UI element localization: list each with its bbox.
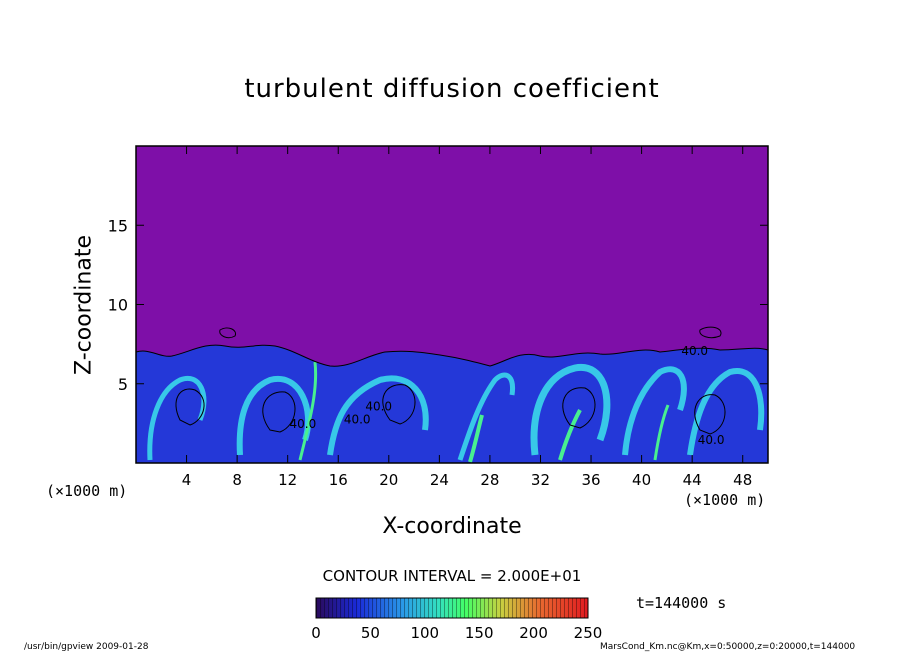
turbulent-eddies: [147, 361, 765, 463]
x-tick-label: 32: [531, 471, 550, 489]
y-tick-label: 10: [108, 296, 128, 315]
turbulent-layer: [136, 345, 768, 463]
x-tick-label: 48: [733, 471, 752, 489]
x-tick-label: 16: [329, 471, 348, 489]
x-tick-label: 44: [683, 471, 702, 489]
x-tick-label: 24: [430, 471, 449, 489]
footer-right: MarsCond_Km.nc@Km,x=0:50000,z=0:20000,t=…: [600, 642, 856, 652]
footer-left: /usr/bin/gpview 2009-01-28: [24, 642, 149, 652]
contour-label: 40.0: [681, 344, 708, 358]
contour-label: 40.0: [698, 433, 725, 447]
x-tick-label: 4: [182, 471, 192, 489]
colorbar-frame: [315, 597, 589, 619]
colorbar-tick-label: 0: [311, 624, 321, 642]
contour-labels: 40.040.040.040.040.0: [289, 344, 724, 447]
colorbar-tick-label: 200: [519, 624, 548, 642]
x-tick-label: 36: [581, 471, 600, 489]
time-label: t=144000 s: [636, 594, 727, 612]
x-unit-right: (×1000 m): [684, 491, 766, 509]
colorbar-tick-label: 50: [361, 624, 380, 642]
x-axis-ticks: 4 8 12 16 20 24 28 32 36 40 44 48: [182, 146, 752, 489]
contour-label: 40.0: [365, 400, 392, 414]
x-unit-left: (×1000 m): [46, 482, 128, 500]
colorbar-tick-label: 100: [410, 624, 439, 642]
contour-interval: CONTOUR INTERVAL = 2.000E+01: [322, 567, 582, 585]
y-tick-label: 5: [118, 375, 128, 394]
contour-label: 40.0: [289, 417, 316, 431]
x-tick-label: 28: [480, 471, 499, 489]
y-tick-label: 15: [108, 216, 128, 235]
chart-title: turbulent diffusion coefficient: [244, 74, 660, 104]
x-tick-label: 40: [632, 471, 651, 489]
x-tick-label: 20: [379, 471, 398, 489]
x-tick-label: 8: [232, 471, 242, 489]
x-axis-label: X-coordinate: [382, 514, 522, 539]
contour-label: 40.0: [344, 412, 371, 426]
colorbar-ticks: 0 50 100 150 200 250: [311, 624, 602, 642]
colorbar-tick-label: 150: [465, 624, 494, 642]
x-tick-label: 12: [278, 471, 297, 489]
colorbar-tick-label: 250: [574, 624, 603, 642]
y-axis-ticks: 5 10 15: [108, 216, 768, 394]
contour-lines: [135, 326, 769, 435]
